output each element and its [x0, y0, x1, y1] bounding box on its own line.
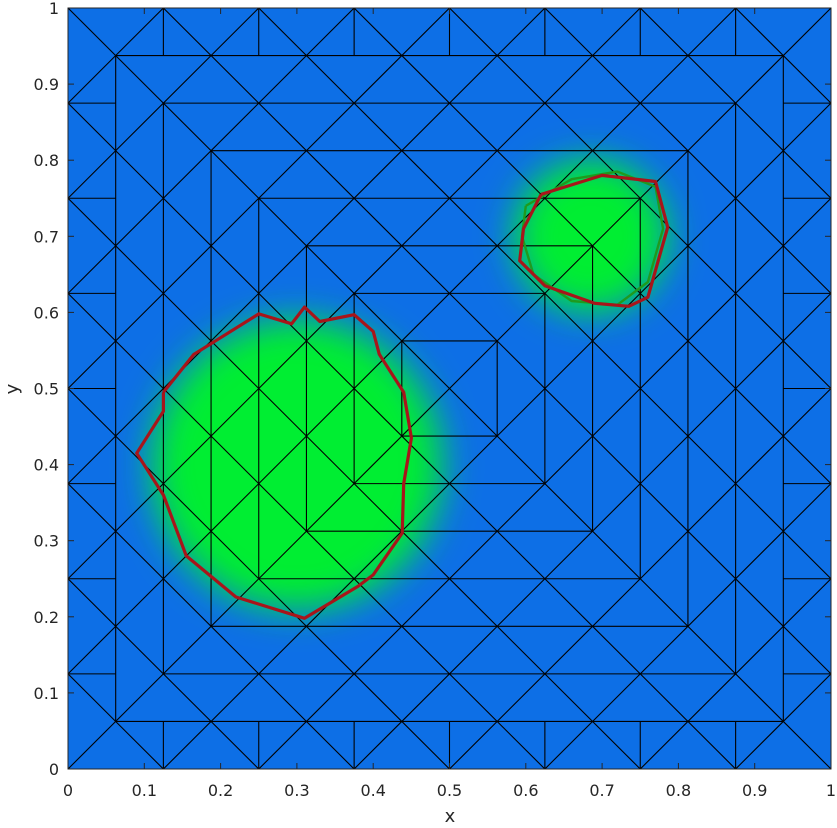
mesh-diagonal-down: [449, 8, 831, 389]
x-tick-label: 0: [63, 781, 73, 800]
x-tick-label: 0.4: [360, 781, 385, 800]
mesh-diagonal-down: [68, 292, 546, 769]
x-axis-label: x: [445, 806, 456, 827]
tick-layer: 0 0.1 0.2 0.3 0.4 0.5 0.6 0.7 0.8 0.9 1 0 0.1 0.2 0.3 0…: [34, 0, 837, 800]
mesh-diagonal-down: [353, 8, 831, 485]
y-tick-label: 0.5: [34, 380, 59, 399]
x-tick-label: 0.9: [742, 781, 767, 800]
x-tick-label: 0.2: [208, 781, 233, 800]
y-tick-label: 0.6: [34, 303, 59, 322]
y-tick-label: 0.7: [34, 227, 59, 246]
y-tick-label: 0.9: [34, 75, 59, 94]
x-tick-label: 0.5: [437, 781, 462, 800]
x-tick-label: 0.3: [284, 781, 309, 800]
mesh-diagonal-down: [735, 8, 831, 104]
contour-1: [518, 173, 670, 308]
y-tick-label: 0.4: [34, 456, 59, 475]
mesh-diagonal-down: [639, 8, 831, 199]
x-tick-label: 1: [826, 781, 836, 800]
mesh-diagonal-down: [68, 8, 831, 769]
x-tick-label: 0.6: [513, 781, 538, 800]
x-tick-label: 0.1: [132, 781, 157, 800]
contour-0: [135, 305, 413, 620]
mesh-diagonal-down: [68, 578, 260, 769]
mesh-diagonal-down: [162, 8, 831, 675]
y-tick-label: 0.8: [34, 151, 59, 170]
y-tick-label: 1: [49, 0, 59, 18]
mesh-diagonal-down: [68, 102, 737, 769]
contour-layer: [135, 170, 670, 620]
y-tick-label: 0.2: [34, 608, 59, 627]
y-tick-label: 0: [49, 760, 59, 779]
y-tick-label: 0.3: [34, 532, 59, 551]
x-tick-label: 0.7: [589, 781, 614, 800]
x-tick-label: 0.8: [666, 781, 691, 800]
mesh-diagonal-down: [68, 388, 450, 769]
mesh-diagonal-down: [258, 8, 831, 580]
field-blob-0: [151, 319, 442, 610]
mesh-diagonal-down: [68, 197, 641, 769]
mesh-layer: [68, 8, 831, 769]
mesh-diagonal-down: [68, 483, 355, 769]
mesh-diagonal-down: [68, 673, 164, 769]
y-tick-label: 0.1: [34, 684, 59, 703]
mesh-diagonal-down: [544, 8, 831, 294]
y-axis-label: y: [2, 383, 23, 394]
